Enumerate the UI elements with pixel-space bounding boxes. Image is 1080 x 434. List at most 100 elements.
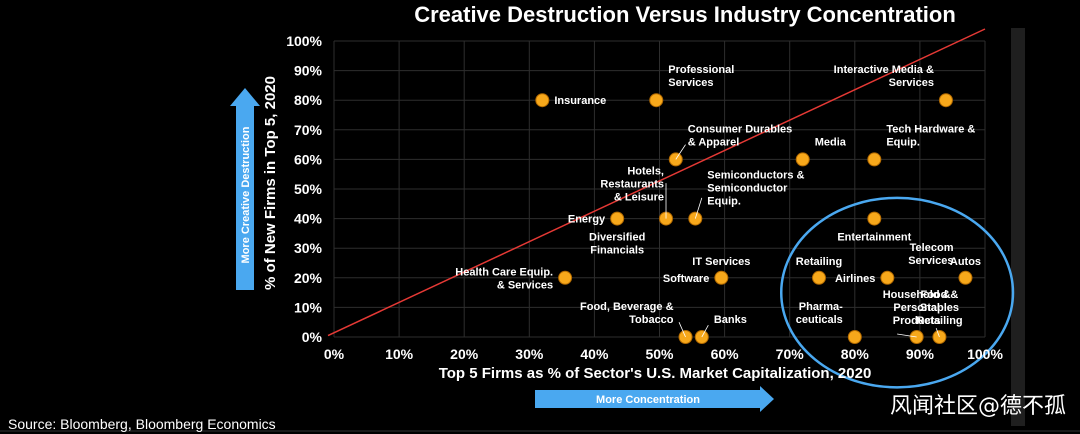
point-label-line: Telecom	[910, 242, 954, 254]
point-label: Retailing	[796, 256, 842, 268]
leader-line	[675, 144, 686, 160]
data-point[interactable]	[867, 211, 882, 226]
data-point[interactable]	[938, 93, 953, 108]
point-label-line: Hotels,	[627, 166, 664, 178]
point-label-line: Banks	[714, 314, 747, 326]
horizontal-arrow: More Concentration	[535, 386, 774, 412]
point-label-line: Semiconductor	[707, 183, 788, 195]
point-label-line: Insurance	[554, 95, 606, 107]
x-tick-label: 90%	[906, 346, 935, 362]
leader-line	[678, 322, 686, 338]
point-label: Media	[815, 136, 847, 148]
data-point[interactable]	[558, 270, 573, 285]
point-label-line: Health Care Equip.	[455, 266, 553, 278]
point-label: Professional Services	[668, 64, 734, 89]
x-tick-label: 20%	[450, 346, 479, 362]
highlight-ellipse	[779, 196, 1015, 389]
point-label-line: Interactive Media &	[834, 64, 934, 76]
y-tick-label: 30%	[294, 240, 323, 256]
point-label: Consumer Durables & Apparel	[688, 123, 793, 148]
point-label: Semiconductors & Semiconductor Equip.	[707, 170, 804, 208]
point-label: Hotels, Restaurants & Leisure	[600, 166, 664, 204]
horizontal-arrow-shape	[535, 386, 774, 412]
point-label-line: Media	[815, 136, 847, 148]
x-tick-label: 10%	[385, 346, 414, 362]
point-label-line: Semiconductors &	[707, 170, 804, 182]
point-label-line: Household &	[883, 289, 951, 301]
point-label-line: Tech Hardware &	[886, 123, 975, 135]
point-label: Airlines	[835, 273, 875, 285]
x-tick-label: 30%	[515, 346, 544, 362]
point-label: Energy	[568, 214, 606, 226]
x-tick-label: 60%	[711, 346, 740, 362]
point-label-line: Consumer Durables	[688, 123, 793, 135]
leader-line	[694, 197, 703, 219]
point-label: Entertainment	[837, 232, 911, 244]
point-label-line: Airlines	[835, 273, 875, 285]
scatter-points	[535, 93, 973, 344]
y-tick-label: 40%	[294, 211, 323, 227]
highlight-ellipse-layer	[779, 196, 1015, 389]
y-tick-label: 50%	[294, 181, 323, 197]
point-label: Food & Staples Retailing	[916, 289, 962, 327]
point-label-line: Professional	[668, 64, 734, 76]
point-label-line: Entertainment	[837, 232, 911, 244]
point-label-line: Pharma-	[799, 301, 843, 313]
scrollbar[interactable]	[1011, 28, 1025, 426]
vertical-arrow-label: More Creative Destruction	[240, 126, 252, 263]
point-label-line: & Apparel	[688, 136, 740, 148]
point-label: Household & Personal Products	[883, 289, 951, 327]
point-label: Food, Beverage & Tobacco	[580, 301, 674, 326]
y-tick-label: 100%	[286, 33, 322, 49]
point-label-line: Food, Beverage &	[580, 301, 674, 313]
watermark: 风闻社区@德不孤	[890, 394, 1066, 419]
source-note: Source: Bloomberg, Bloomberg Economics	[8, 416, 276, 432]
y-tick-label: 90%	[294, 63, 323, 79]
point-label: Banks	[714, 314, 747, 326]
y-tick-label: 60%	[294, 151, 323, 167]
point-label: Interactive Media & Services	[834, 64, 934, 89]
point-label-line: & Services	[497, 279, 553, 291]
data-point[interactable]	[714, 270, 729, 285]
point-label: Pharma-ceuticals	[796, 301, 843, 326]
point-label-line: Autos	[950, 256, 981, 268]
point-label-line: Tobacco	[629, 314, 674, 326]
point-label-line: Software	[663, 273, 709, 285]
point-label: Health Care Equip. & Services	[455, 266, 553, 291]
data-point[interactable]	[880, 270, 895, 285]
vertical-arrow-shape	[230, 88, 260, 290]
x-tick-label: 80%	[841, 346, 870, 362]
point-label: Diversified Financials	[589, 232, 645, 257]
data-point[interactable]	[811, 270, 826, 285]
point-label-line: Energy	[568, 214, 606, 226]
point-label-line: Retailing	[916, 315, 962, 327]
data-point[interactable]	[535, 93, 550, 108]
point-labels: Insurance Professional Services Interactive…	[455, 64, 981, 338]
data-point[interactable]	[867, 152, 882, 167]
data-point[interactable]	[610, 211, 625, 226]
data-point[interactable]	[847, 330, 862, 344]
data-point[interactable]	[649, 93, 664, 108]
x-axis-title: Top 5 Firms as % of Sector's U.S. Market…	[439, 365, 872, 382]
axis-ticks: 0% 10% 20% 30% 40% 50% 60% 70% 80% 90% 100% 0% 10% 20…	[286, 33, 1003, 362]
x-tick-label: 40%	[580, 346, 609, 362]
leader-line	[701, 324, 709, 338]
point-label-line: Restaurants	[600, 179, 664, 191]
point-label: Insurance	[554, 95, 606, 107]
y-tick-label: 70%	[294, 122, 323, 138]
x-tick-label: 70%	[776, 346, 805, 362]
point-label-line: Personal	[893, 302, 939, 314]
trend-line-layer	[327, 28, 986, 337]
point-label-line: Staples	[920, 302, 959, 314]
data-point[interactable]	[795, 152, 810, 167]
point-label-line: Equip.	[886, 136, 920, 148]
point-label-line: Food &	[920, 289, 958, 301]
horizontal-arrow-label: More Concentration	[596, 394, 700, 406]
data-point[interactable]	[958, 270, 973, 285]
leader-line	[897, 333, 917, 338]
trend-line	[327, 28, 986, 337]
point-label-line: Retailing	[796, 256, 842, 268]
point-label: Tech Hardware & Equip.	[886, 123, 975, 148]
point-label-line: IT Services	[692, 256, 750, 268]
